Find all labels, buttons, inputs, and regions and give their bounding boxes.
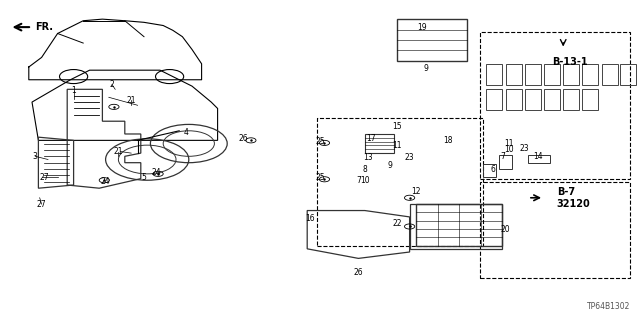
Text: 20: 20 [500, 225, 511, 234]
Text: 14: 14 [532, 152, 543, 161]
Text: 6: 6 [490, 165, 495, 174]
Text: 25: 25 [315, 173, 325, 182]
Text: 1: 1 [71, 86, 76, 95]
Text: 25: 25 [315, 137, 325, 146]
Text: 21: 21 [127, 96, 136, 105]
Text: 4: 4 [183, 128, 188, 137]
Bar [480, 32, 630, 179]
Text: B-13-1: B-13-1 [552, 57, 588, 67]
Text: 7: 7 [500, 152, 505, 161]
Text: 22: 22 [392, 219, 401, 228]
Text: 23: 23 [520, 144, 530, 153]
Bar [528, 155, 550, 163]
Text: 8: 8 [362, 165, 367, 174]
Text: 23: 23 [404, 153, 415, 162]
Text: 24: 24 [100, 177, 111, 186]
Text: 26: 26 [238, 134, 248, 143]
Bar [563, 89, 579, 110]
Text: 9: 9 [388, 161, 393, 170]
Text: 17: 17 [366, 134, 376, 143]
Bar [582, 64, 598, 85]
Bar [602, 64, 618, 85]
Bar [499, 155, 512, 169]
Bar [582, 89, 598, 110]
Bar [506, 89, 522, 110]
Text: FR.: FR. [35, 22, 53, 32]
Text: 10: 10 [504, 145, 514, 154]
Text: B-7
32120: B-7 32120 [557, 187, 591, 209]
Text: 12: 12 [412, 187, 420, 196]
Bar [483, 164, 496, 177]
Text: 11: 11 [504, 139, 513, 148]
Bar [480, 182, 630, 278]
Bar [486, 64, 502, 85]
Text: 11: 11 [392, 141, 401, 150]
Text: 3: 3 [33, 152, 38, 161]
Bar [416, 204, 502, 246]
Bar [544, 89, 560, 110]
Bar [563, 64, 579, 85]
Bar [486, 89, 502, 110]
Bar [397, 19, 467, 61]
Bar [506, 64, 522, 85]
Bar [525, 64, 541, 85]
Text: 21: 21 [114, 147, 123, 156]
Text: 13: 13 [363, 153, 373, 162]
Text: 5: 5 [141, 173, 147, 182]
Text: 27: 27 [36, 200, 47, 209]
Text: 19: 19 [417, 23, 428, 32]
Text: 7: 7 [356, 176, 361, 185]
Text: 10: 10 [360, 176, 370, 185]
Bar [620, 64, 636, 85]
Bar [317, 118, 483, 246]
Text: 24: 24 [152, 168, 162, 177]
Text: 9: 9 [423, 64, 428, 73]
Text: 18: 18 [444, 136, 452, 145]
Bar [544, 64, 560, 85]
Text: 27: 27 [40, 173, 50, 182]
Text: 2: 2 [109, 80, 115, 89]
Text: 26: 26 [353, 268, 364, 277]
Text: TP64B1302: TP64B1302 [587, 302, 630, 311]
Bar [525, 89, 541, 110]
Text: 15: 15 [392, 122, 402, 130]
Text: 16: 16 [305, 214, 316, 223]
